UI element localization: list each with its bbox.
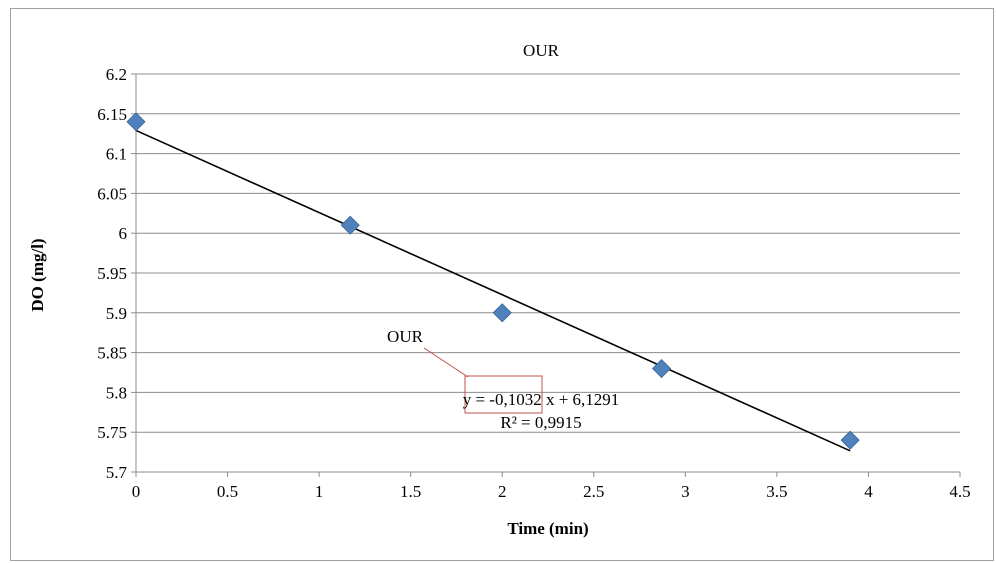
data-point	[840, 430, 860, 450]
callout-label: OUR	[387, 327, 424, 346]
x-tick-label: 3.5	[766, 482, 787, 501]
data-point	[492, 303, 512, 323]
x-tick-label: 2	[498, 482, 507, 501]
y-tick-label: 6	[119, 224, 128, 243]
chart-title: OUR	[523, 41, 560, 60]
data-point	[126, 112, 146, 132]
y-tick-label: 5.8	[106, 383, 127, 402]
x-tick-label: 0.5	[217, 482, 238, 501]
x-tick-label: 4	[864, 482, 873, 501]
chart-frame	[10, 8, 994, 561]
trendline-group	[135, 129, 851, 452]
x-tick-label: 4.5	[949, 482, 970, 501]
gridlines	[131, 73, 960, 473]
trendline	[135, 129, 851, 452]
data-point	[340, 215, 360, 235]
y-tick-label: 5.95	[97, 264, 127, 283]
data-point	[651, 358, 672, 379]
y-tick-label: 6.2	[106, 65, 127, 84]
x-axis-title: Time (min)	[507, 519, 588, 538]
x-tick-labels: 0 0.5 1 1.5 2 2.5 3 3.5 4 4.5	[132, 482, 971, 501]
x-tick-label: 1.5	[400, 482, 421, 501]
trendline-r-squared: R² = 0,9915	[500, 413, 581, 432]
x-tick-label: 1	[315, 482, 324, 501]
x-tick-label: 2.5	[583, 482, 604, 501]
y-tick-label: 5.9	[106, 304, 127, 323]
callout-leader-line	[423, 347, 469, 378]
y-tick-label: 6.15	[97, 105, 127, 124]
y-tick-label: 5.75	[97, 423, 127, 442]
y-axis-title: DO (mg/l)	[28, 238, 47, 311]
y-tick-label: 5.85	[97, 344, 127, 363]
callout-box	[464, 375, 543, 414]
trendline-equation: y = -0,1032 x + 6,1291	[463, 390, 620, 409]
data-points	[126, 112, 860, 450]
x-tick-label: 3	[681, 482, 690, 501]
y-tick-label: 5.7	[106, 463, 128, 482]
y-tick-label: 6.1	[106, 145, 127, 164]
x-tick-label: 0	[132, 482, 141, 501]
y-tick-label: 6.05	[97, 184, 127, 203]
axes	[135, 74, 961, 477]
y-tick-labels: 5.7 5.75 5.8 5.85 5.9 5.95 6 6.05 6.1 6.15 6.2	[97, 65, 127, 482]
